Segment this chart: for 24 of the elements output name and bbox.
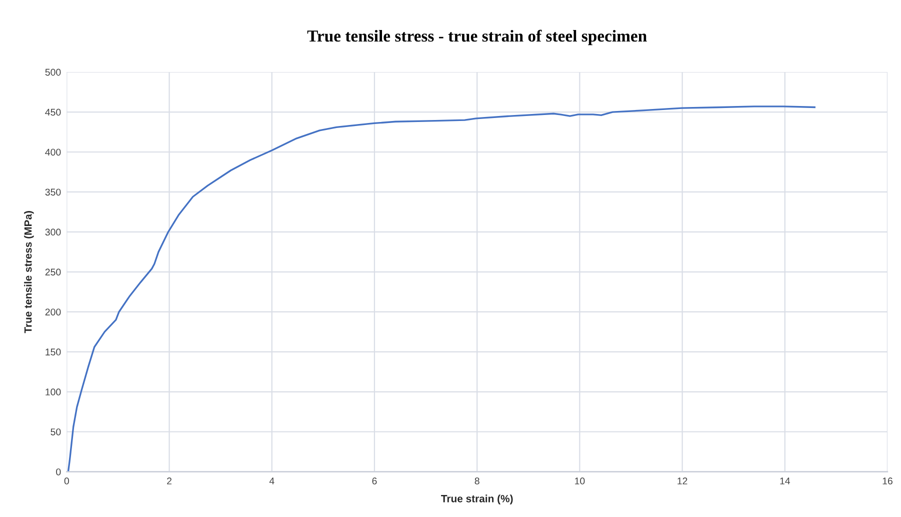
x-tick-label: 12 — [678, 478, 688, 484]
y-tick-label: 300 — [45, 228, 61, 236]
y-tick-label: 50 — [50, 428, 61, 436]
x-tick-label: 10 — [575, 478, 585, 484]
y-tick-label: 350 — [45, 188, 61, 196]
y-tick-label: 500 — [45, 68, 61, 76]
y-tick-label: 250 — [45, 268, 61, 276]
x-tick-label: 16 — [882, 478, 892, 484]
y-tick-label: 0 — [56, 468, 61, 476]
y-tick-label: 150 — [46, 348, 61, 356]
y-tick-label: 400 — [45, 148, 61, 156]
x-tick-label: 8 — [474, 478, 480, 484]
y-tick-label: 450 — [45, 108, 61, 116]
x-tick-label: 14 — [780, 478, 790, 484]
x-tick-label: 4 — [269, 478, 274, 484]
line-series — [67, 106, 816, 472]
y-axis-title: True tensile stress (MPa) — [24, 211, 34, 334]
x-tick-label: 6 — [372, 478, 377, 484]
x-tick-label: 2 — [167, 478, 172, 484]
x-tick-label: 0 — [64, 478, 69, 484]
y-tick-label: 100 — [46, 388, 61, 396]
x-axis-title: True strain (%) — [441, 494, 513, 504]
chart-title: True tensile stress - true strain of steel specimen — [307, 30, 647, 46]
y-tick-label: 200 — [45, 308, 61, 316]
